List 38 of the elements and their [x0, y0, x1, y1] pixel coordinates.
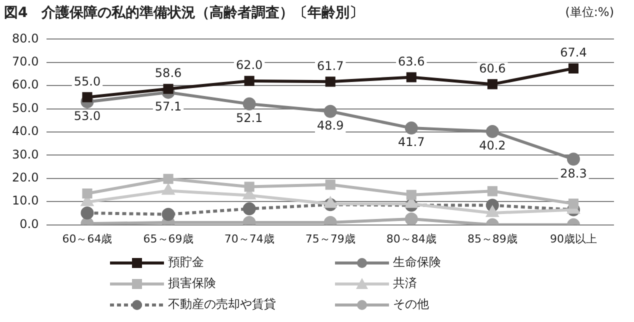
data-label: 53.0: [74, 108, 101, 123]
x-tick-label: 85～89歳: [467, 232, 518, 246]
y-tick-label: 80.0: [12, 31, 39, 46]
data-label: 52.1: [236, 111, 263, 126]
data-label: 63.6: [398, 54, 425, 68]
text: (単位:%): [565, 4, 614, 21]
data-label: 41.7: [398, 135, 425, 150]
y-tick-label: 60.0: [12, 78, 39, 92]
data-label: 48.9: [317, 118, 344, 132]
data-label: 57.1: [154, 99, 182, 114]
data-label: 58.6: [154, 66, 182, 80]
y-tick-label: 20.0: [12, 170, 39, 185]
x-tick-label: 75～79歳: [305, 232, 356, 246]
x-tick-label: 70～74歳: [224, 232, 274, 246]
legend-label: 共済: [393, 275, 417, 292]
x-tick-label: 80～84歳: [386, 232, 436, 246]
data-label: 62.0: [236, 58, 263, 72]
y-tick-label: 70.0: [12, 54, 39, 69]
data-label: 28.3: [560, 166, 587, 180]
legend-label: その他: [393, 296, 429, 313]
legend-label: 不動産の売却や賃貸: [168, 296, 276, 313]
data-label: 61.7: [317, 58, 344, 73]
y-tick-label: 40.0: [12, 124, 39, 138]
y-tick-label: 30.0: [12, 147, 39, 162]
x-tick-label: 90歳以上: [550, 232, 597, 246]
legend-label: 損害保険: [168, 275, 216, 292]
x-tick-label: 60～64歳: [62, 232, 112, 246]
data-label: 55.0: [74, 74, 101, 88]
legend-label: 預貯金: [168, 254, 204, 271]
y-tick-label: 50.0: [12, 100, 39, 115]
data-label: 67.4: [560, 46, 587, 60]
y-tick-label: 10.0: [12, 194, 39, 208]
x-tick-label: 65～69歳: [143, 232, 194, 246]
chart-title: 図4 介護保障の私的準備状況（高齢者調査）〔年齢別〕: [4, 4, 364, 23]
legend-label: 生命保険: [393, 254, 441, 271]
data-label: 60.6: [479, 61, 506, 76]
data-label: 40.2: [479, 138, 506, 153]
y-tick-label: 0.0: [20, 216, 39, 231]
